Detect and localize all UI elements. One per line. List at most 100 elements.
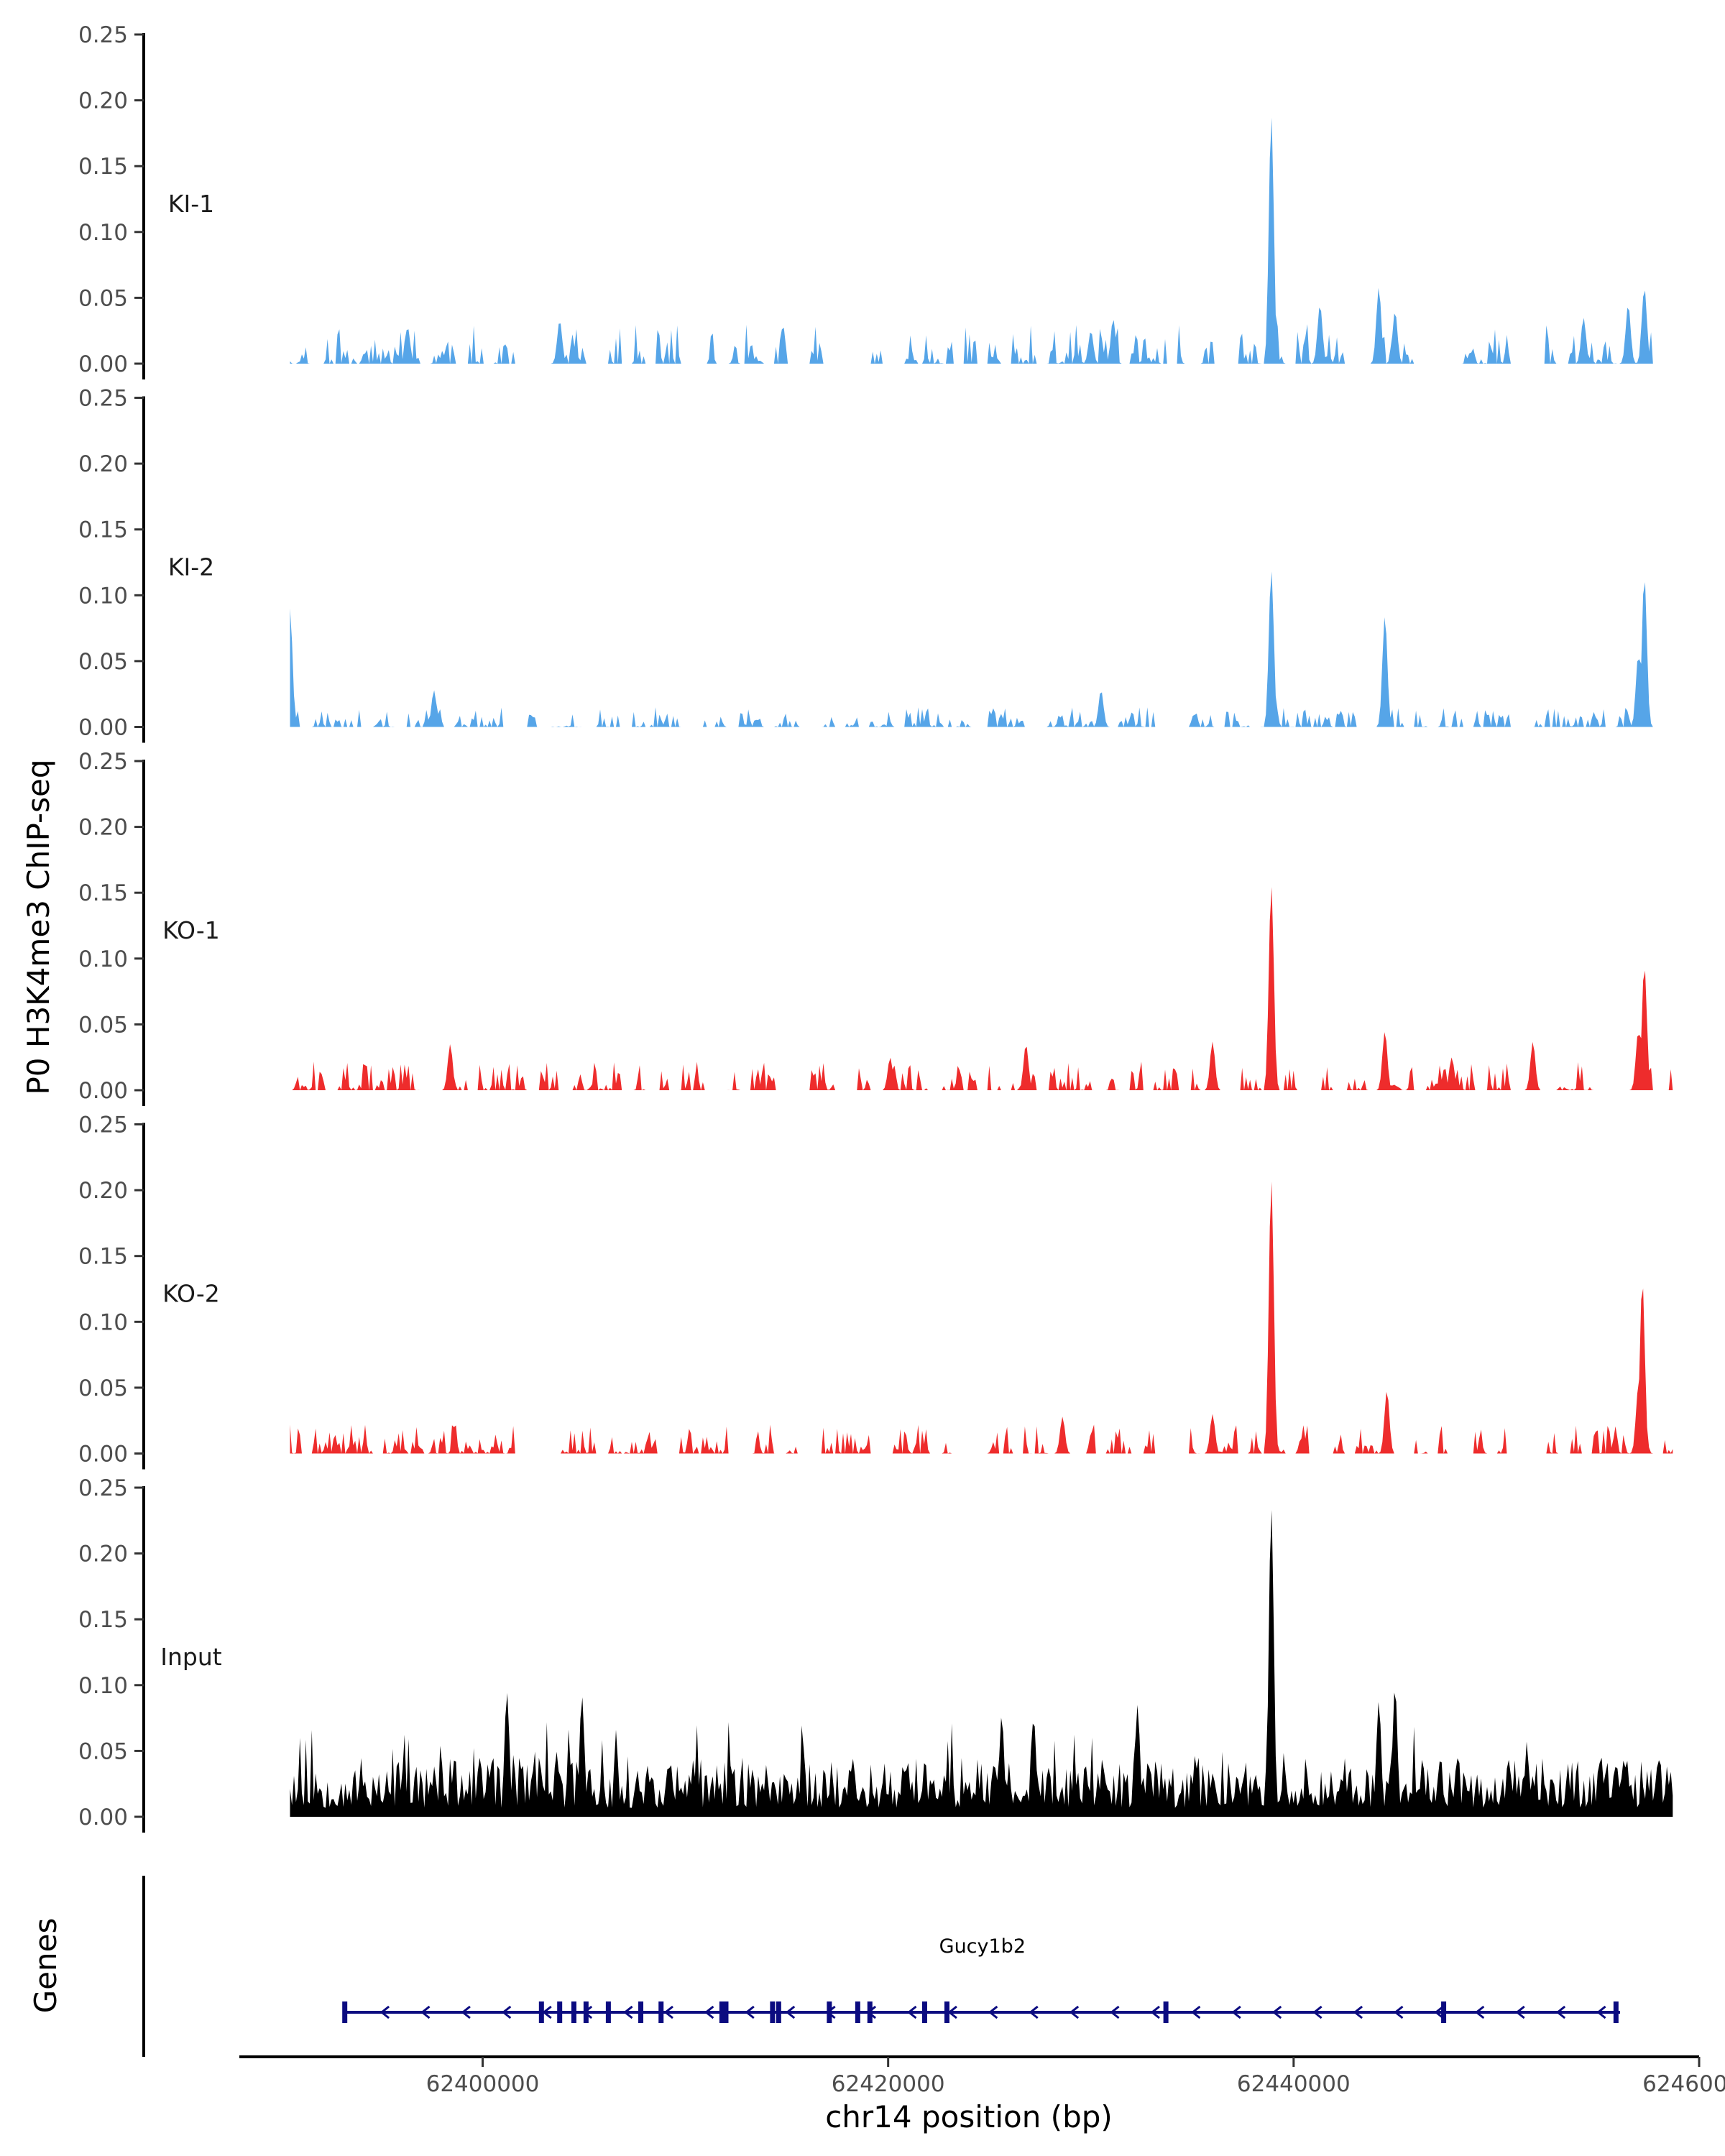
y-tick-label: 0.05 [78,1012,128,1038]
x-tick-label: 62460000 [1642,2071,1725,2097]
track-ko-2: 0.00 0.05 0.10 0.15 0.20 0.25 KO-2 [78,1112,1673,1470]
x-tick-label: 62440000 [1237,2071,1351,2097]
y-tick-label: 0.15 [78,880,128,906]
exon [827,2001,832,2023]
y-tick-label: 0.10 [78,220,128,246]
y-tick-label: 0.15 [78,1244,128,1270]
exon [658,2001,664,2023]
track-label: Input [160,1643,222,1671]
y-tick-label: 0.00 [78,351,128,377]
signal-area [290,887,1673,1090]
strand-arrow [420,2005,431,2019]
y-tick-label: 0.20 [78,88,128,114]
strand-arrow [704,2005,714,2019]
y-tick-label: 0.00 [78,1078,128,1104]
strand-arrow [1353,2005,1363,2019]
strand-arrow [1312,2005,1322,2019]
strand-arrow [1596,2005,1606,2019]
signal-area [290,571,1673,727]
gene-model[interactable]: Gucy1b2 [342,1935,1620,2023]
strand-arrow [663,2005,673,2019]
y-tick-label: 0.05 [78,1376,128,1401]
strand-arrow [461,2005,471,2019]
x-tick-label: 62420000 [832,2071,945,2097]
track-label: KO-1 [162,916,220,944]
strand-arrow [1555,2005,1566,2019]
exon [571,2001,576,2023]
exon [638,2001,644,2023]
y-tick-label: 0.15 [78,1607,128,1633]
strand-arrow [1474,2005,1485,2019]
signal-tracks: 0.00 0.05 0.10 0.15 0.20 0.25 KI-1 0.00 0.05 0.10… [78,22,1673,1833]
y-tick-label: 0.10 [78,1673,128,1699]
exon [855,2001,860,2023]
y-tick-label: 0.20 [78,815,128,841]
y-tick-label: 0.05 [78,285,128,311]
strand-arrow [785,2005,796,2019]
y-tick-label: 0.00 [78,1805,128,1830]
track-label: KI-1 [168,190,214,218]
strand-arrow [1191,2005,1201,2019]
gene-label: Gucy1b2 [939,1935,1026,1958]
x-axis: 62400000 62420000 62440000 62460000 [239,2055,1725,2097]
exon [342,2001,348,2023]
signal-area [290,117,1673,364]
strand-arrow [1110,2005,1120,2019]
genes-y-axis-title: Genes [28,1918,63,2014]
y-tick-label: 0.20 [78,1178,128,1204]
track-ko-1: 0.00 0.05 0.10 0.15 0.20 0.25 KO-1 [78,749,1673,1106]
y-tick-label: 0.25 [78,1475,128,1501]
strand-arrow [1150,2005,1160,2019]
exon [867,2001,873,2023]
y-tick-label: 0.20 [78,1542,128,1567]
exon [944,2001,949,2023]
strand-arrow [1271,2005,1282,2019]
exon [1613,2001,1619,2023]
exon [538,2001,544,2023]
y-tick-label: 0.10 [78,583,128,609]
strand-arrow [1231,2005,1241,2019]
signal-area [290,1181,1673,1454]
y-tick-label: 0.10 [78,946,128,972]
strand-arrow [1434,2005,1444,2019]
exon [776,2001,781,2023]
x-axis-title: chr14 position (bp) [825,2099,1113,2134]
strand-arrow [623,2005,633,2019]
strand-arrow [380,2005,390,2019]
y-tick-label: 0.15 [78,154,128,180]
track-label: KO-2 [162,1280,220,1308]
exon [1163,2001,1169,2023]
strand-arrow [988,2005,998,2019]
y-tick-label: 0.25 [78,386,128,412]
track-ki-1: 0.00 0.05 0.10 0.15 0.20 0.25 KI-1 [78,22,1673,379]
exon [723,2001,729,2023]
exon [605,2001,611,2023]
y-tick-label: 0.15 [78,517,128,543]
y-tick-label: 0.00 [78,715,128,741]
strand-arrow [745,2005,755,2019]
exon [1441,2001,1447,2023]
y-tick-label: 0.20 [78,451,128,477]
y-tick-label: 0.10 [78,1309,128,1335]
strand-arrow [1515,2005,1525,2019]
signal-area [290,1510,1673,1817]
exon [921,2001,927,2023]
strand-arrow [1394,2005,1404,2019]
track-label: KI-2 [168,553,214,581]
y-tick-label: 0.25 [78,22,128,48]
exon [583,2001,589,2023]
exon [719,2001,724,2023]
exon [557,2001,563,2023]
strand-arrow [907,2005,917,2019]
x-tick-label: 62400000 [426,2071,540,2097]
genes-panel: Genes Gucy1b2 [28,1876,1620,2057]
strand-arrow [1029,2005,1039,2019]
strand-arrow [501,2005,512,2019]
y-tick-label: 0.05 [78,1738,128,1764]
strand-arrow [1069,2005,1080,2019]
y-tick-label: 0.05 [78,649,128,675]
y-tick-label: 0.00 [78,1442,128,1468]
y-tick-label: 0.25 [78,1112,128,1138]
exon [770,2001,776,2023]
